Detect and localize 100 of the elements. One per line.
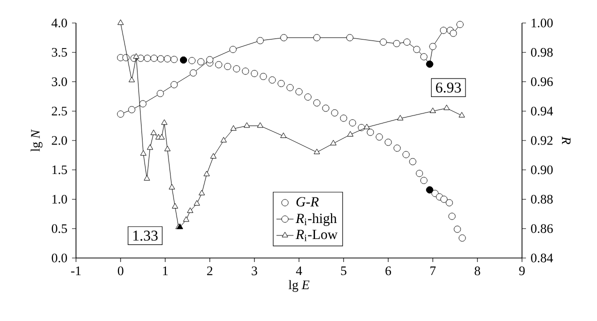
y2-tick-label: 0.88 [531,194,553,204]
point [139,100,146,108]
point [128,76,135,82]
y-tick-label: 2.0 [52,136,67,145]
point [198,190,205,196]
y2-tick-label: 0.94 [531,106,553,116]
y2-tick-label: 0.98 [531,48,553,57]
point [150,54,158,62]
point [331,109,338,116]
point [304,93,312,101]
x-tick-label: 8 [474,266,480,276]
point [260,72,267,80]
point [402,151,410,158]
legend-label: R$_{i}$-Low [296,230,338,242]
point [286,84,294,92]
point [366,128,374,136]
point [446,199,453,206]
x-tick-label: 9 [519,266,525,276]
x-tick-label: 7 [430,266,436,275]
x-tick-label: 2 [207,266,212,276]
y2-tick-label: 0.92 [531,136,552,145]
point [224,62,232,70]
point [190,69,197,76]
x-tick-label: 5 [341,266,346,276]
point [256,37,264,44]
point [384,138,392,146]
point [144,175,150,181]
point [430,108,436,114]
point [242,68,250,75]
x-axis-title: lg E [288,280,310,292]
point [295,88,303,96]
point [250,70,258,78]
point [440,196,448,203]
y2-tick-label: 0.96 [531,77,553,86]
point [448,212,456,220]
point [133,53,140,59]
point [204,170,210,176]
annotation: 6.93 [436,82,461,93]
point [420,176,428,184]
x-tick-label: 3 [252,266,258,276]
point [454,226,461,233]
y-tick-label: 2.5 [52,106,67,116]
point [140,150,146,156]
point [215,61,222,68]
point [157,55,164,62]
point [416,170,423,177]
x-tick-label: 4 [296,266,302,276]
point [118,19,124,25]
point [117,110,124,118]
point [161,119,168,125]
point [168,184,175,190]
point [170,81,178,88]
point [188,57,196,64]
y2-tick-label: 0.84 [531,254,553,262]
point [347,131,354,137]
legend-label: G-R [296,197,319,206]
point [194,200,200,206]
point [364,124,370,130]
point [348,119,356,126]
y-axis-title: lg N [30,129,42,152]
point [429,42,436,50]
annotation: 1.33 [133,230,158,241]
point [413,46,420,53]
x-tick-label: 6 [386,266,392,276]
point [456,20,464,28]
point [420,53,428,60]
point [183,216,190,222]
point [244,122,250,128]
point [172,203,178,208]
point [440,26,448,34]
point [257,122,264,128]
point [170,56,178,63]
point [314,148,320,154]
point [158,134,165,140]
y-tick-label: 1.5 [52,166,67,174]
point [233,65,240,72]
point [458,112,465,118]
y-tick-label: 3.0 [52,77,67,86]
point [458,234,466,242]
point [340,114,348,122]
y-tick-label: 3.5 [52,48,67,57]
y2-tick-label: 0.86 [531,224,553,234]
point [313,99,320,106]
point [380,38,387,46]
point [393,40,400,48]
point [146,144,154,150]
point [128,106,136,114]
point [268,76,276,84]
y-tick-label: 0.0 [52,254,67,262]
point [358,124,365,132]
point [150,130,157,136]
x-tick-label: 1 [163,266,168,276]
legend-label: R$_{i}$-high [296,213,337,226]
y-tick-label: 0.5 [52,224,67,234]
point [280,34,288,42]
y2-axis-title: R [562,136,571,144]
point [313,34,320,42]
point [346,34,354,42]
point [376,133,383,141]
point [394,144,401,152]
